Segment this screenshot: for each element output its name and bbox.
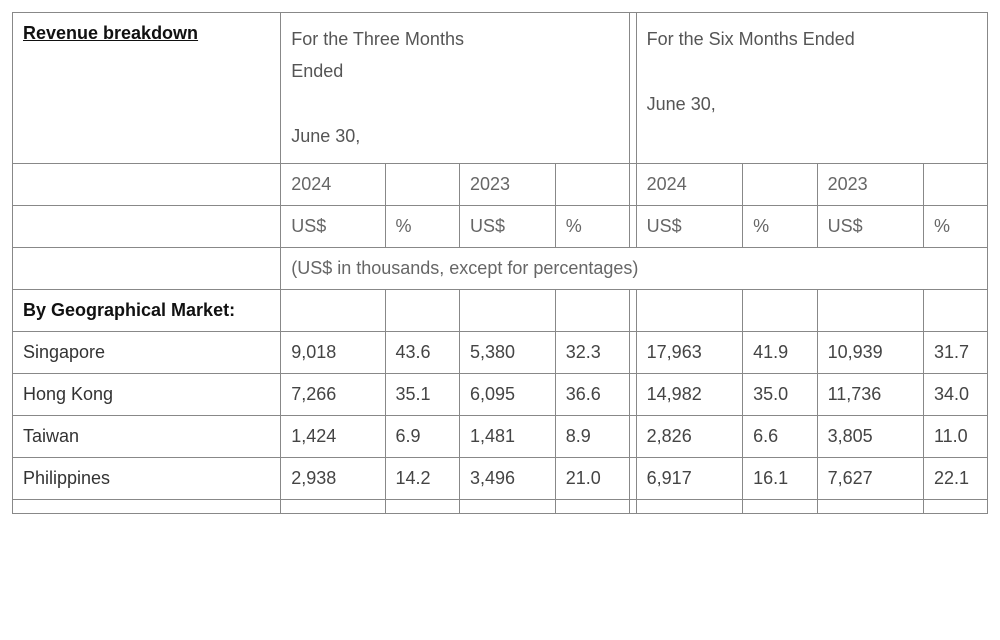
cell-h-2023-pct: 31.7 (924, 331, 988, 373)
cell-q-2024-usd: 1,424 (281, 415, 385, 457)
cell-h-2024-usd: 6,917 (636, 457, 742, 499)
table-row: Taiwan1,4246.91,4818.92,8266.63,80511.0 (13, 415, 988, 457)
empty-cell (13, 163, 281, 205)
table-row: Philippines2,93814.23,49621.06,91716.17,… (13, 457, 988, 499)
unit-q-2023-usd: US$ (460, 205, 556, 247)
cell-h-2024-pct: 16.1 (743, 457, 818, 499)
trailing-row (13, 499, 988, 513)
units-note: (US$ in thousands, except for percentage… (281, 247, 988, 289)
cell-h-2024-pct: 35.0 (743, 373, 818, 415)
unit-h-2023-usd: US$ (817, 205, 923, 247)
unit-q-2023-pct: % (555, 205, 630, 247)
cell-h-2023-usd: 11,736 (817, 373, 923, 415)
row-label: Philippines (13, 457, 281, 499)
row-label: Taiwan (13, 415, 281, 457)
header-row-years: 2024 2023 2024 2023 (13, 163, 988, 205)
unit-h-2023-pct: % (924, 205, 988, 247)
period-six-months: For the Six Months Ended June 30, (636, 13, 987, 164)
period-six-months-line3: June 30, (647, 94, 716, 114)
period-three-months-line1: For the Three Months (291, 29, 464, 49)
cell-h-2024-pct: 6.6 (743, 415, 818, 457)
revenue-breakdown-table: Revenue breakdown For the Three Months E… (12, 12, 988, 514)
cell-q-2024-usd: 7,266 (281, 373, 385, 415)
cell-q-2024-pct: 43.6 (385, 331, 460, 373)
cell-h-2023-pct: 11.0 (924, 415, 988, 457)
year-q-2024-blank (385, 163, 460, 205)
cell-q-2023-usd: 3,496 (460, 457, 556, 499)
empty-cell (555, 289, 630, 331)
empty-cell (460, 289, 556, 331)
year-q-2023-blank (555, 163, 630, 205)
empty-cell (817, 289, 923, 331)
header-row-note: (US$ in thousands, except for percentage… (13, 247, 988, 289)
year-h-2024-blank (743, 163, 818, 205)
table-title: Revenue breakdown (13, 13, 281, 164)
empty-cell (924, 289, 988, 331)
period-three-months-line3: June 30, (291, 126, 360, 146)
cell-q-2024-pct: 6.9 (385, 415, 460, 457)
header-row-periods: Revenue breakdown For the Three Months E… (13, 13, 988, 164)
year-h-2023-blank (924, 163, 988, 205)
cell-h-2023-usd: 10,939 (817, 331, 923, 373)
cell-h-2024-usd: 14,982 (636, 373, 742, 415)
row-label: Hong Kong (13, 373, 281, 415)
cell-h-2024-usd: 2,826 (636, 415, 742, 457)
cell-q-2023-usd: 5,380 (460, 331, 556, 373)
section-header-label: By Geographical Market: (13, 289, 281, 331)
year-q-2023: 2023 (460, 163, 556, 205)
section-header-row: By Geographical Market: (13, 289, 988, 331)
cell-q-2023-pct: 32.3 (555, 331, 630, 373)
data-rows-body: Singapore9,01843.65,38032.317,96341.910,… (13, 331, 988, 499)
unit-q-2024-pct: % (385, 205, 460, 247)
cell-h-2023-pct: 22.1 (924, 457, 988, 499)
period-three-months: For the Three Months Ended June 30, (281, 13, 630, 164)
row-label: Singapore (13, 331, 281, 373)
unit-q-2024-usd: US$ (281, 205, 385, 247)
cell-q-2024-usd: 2,938 (281, 457, 385, 499)
year-h-2024: 2024 (636, 163, 742, 205)
empty-cell (636, 289, 742, 331)
year-q-2024: 2024 (281, 163, 385, 205)
unit-h-2024-usd: US$ (636, 205, 742, 247)
header-row-units: US$ % US$ % US$ % US$ % (13, 205, 988, 247)
empty-cell (281, 289, 385, 331)
cell-q-2023-pct: 36.6 (555, 373, 630, 415)
cell-q-2024-usd: 9,018 (281, 331, 385, 373)
cell-h-2023-usd: 7,627 (817, 457, 923, 499)
unit-h-2024-pct: % (743, 205, 818, 247)
cell-q-2024-pct: 14.2 (385, 457, 460, 499)
period-three-months-line2: Ended (291, 61, 343, 81)
cell-q-2023-usd: 1,481 (460, 415, 556, 457)
cell-q-2023-pct: 21.0 (555, 457, 630, 499)
cell-q-2024-pct: 35.1 (385, 373, 460, 415)
cell-h-2023-usd: 3,805 (817, 415, 923, 457)
empty-cell (13, 247, 281, 289)
empty-cell (13, 205, 281, 247)
cell-h-2023-pct: 34.0 (924, 373, 988, 415)
empty-cell (385, 289, 460, 331)
empty-cell (743, 289, 818, 331)
cell-q-2023-pct: 8.9 (555, 415, 630, 457)
cell-h-2024-pct: 41.9 (743, 331, 818, 373)
period-six-months-line1: For the Six Months Ended (647, 29, 855, 49)
table-row: Hong Kong7,26635.16,09536.614,98235.011,… (13, 373, 988, 415)
cell-q-2023-usd: 6,095 (460, 373, 556, 415)
cell-h-2024-usd: 17,963 (636, 331, 742, 373)
year-h-2023: 2023 (817, 163, 923, 205)
table-row: Singapore9,01843.65,38032.317,96341.910,… (13, 331, 988, 373)
